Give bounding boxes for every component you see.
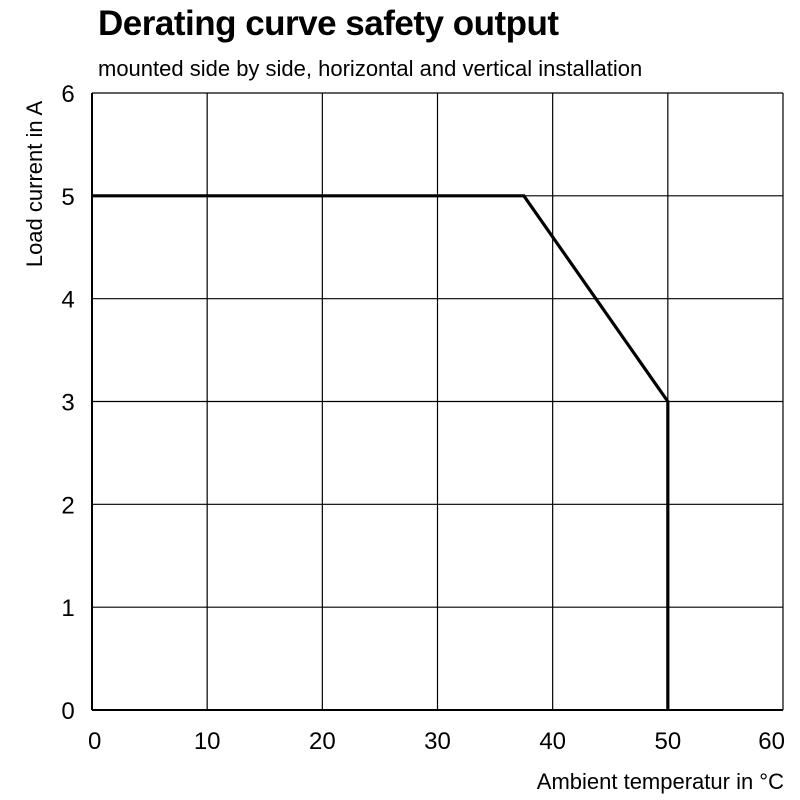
y-tick-label: 5 (61, 184, 74, 211)
series-layer (92, 194, 670, 710)
y-axis-label: Load current in A (22, 101, 47, 268)
chart-subtitle: mounted side by side, horizontal and ver… (98, 56, 643, 81)
x-tick-label: 20 (309, 728, 336, 755)
y-tick-label: 1 (61, 595, 74, 622)
y-tick-label: 3 (61, 390, 74, 417)
y-tick-label: 0 (61, 698, 74, 725)
y-tick-label: 2 (61, 492, 74, 519)
y-tick-label: 4 (61, 287, 74, 314)
derating-curve-line (92, 194, 670, 710)
x-tick-label: 50 (654, 728, 681, 755)
x-tick-label: 60 (758, 728, 785, 755)
x-tick-label: 30 (424, 728, 451, 755)
y-axis-ticks: 0 1 2 3 4 5 6 (61, 81, 74, 725)
y-tick-label: 6 (61, 81, 74, 108)
chart-title: Derating curve safety output (98, 4, 559, 43)
x-axis-label: Ambient temperatur in °C (537, 769, 784, 794)
x-axis-ticks: 0 10 20 30 40 50 60 (88, 728, 785, 755)
x-tick-label: 40 (539, 728, 566, 755)
x-tick-label: 0 (88, 728, 101, 755)
x-tick-label: 10 (194, 728, 221, 755)
grid (91, 92, 784, 711)
